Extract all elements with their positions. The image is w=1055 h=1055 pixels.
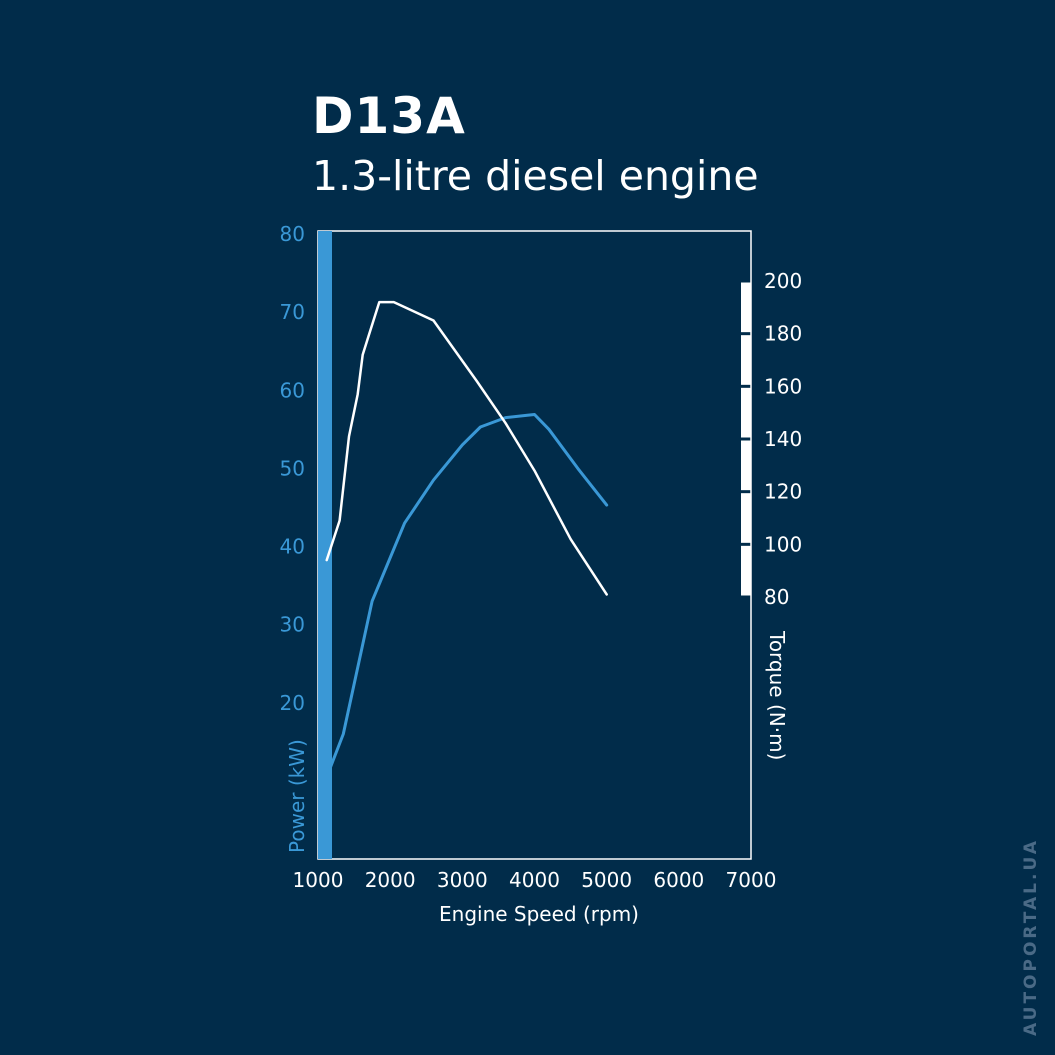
power-curve	[323, 413, 609, 783]
torque-scale-segment	[741, 440, 751, 491]
chart-title: D13A	[312, 87, 466, 145]
power-tick-label: 20	[280, 691, 305, 715]
torque-curve	[325, 300, 608, 596]
torque-tick-label: 100	[764, 532, 802, 556]
power-tick-label: 80	[280, 222, 305, 246]
torque-tick-label: 180	[764, 322, 802, 346]
plot-frame	[317, 230, 752, 860]
left-axis-label: Power (kW)	[285, 739, 309, 853]
rpm-tick-labels: 1000 2000 3000 4000 5000 6000 7000	[293, 868, 777, 892]
torque-tick-label: 80	[764, 585, 789, 609]
torque-scale-segment	[741, 493, 751, 543]
right-axis-label: Torque (N·m)	[765, 630, 789, 760]
torque-scale-segment	[741, 545, 751, 596]
rpm-tick-label: 3000	[437, 868, 488, 892]
power-axis-bar	[318, 231, 332, 859]
chart-subtitle: 1.3-litre diesel engine	[312, 152, 759, 200]
rpm-tick-label: 6000	[653, 868, 704, 892]
torque-tick-labels: 80 100 120 140 160 180 200	[764, 269, 802, 609]
torque-tick-label: 120	[764, 480, 802, 504]
series-lines	[323, 300, 609, 783]
power-tick-label: 70	[280, 300, 305, 324]
power-tick-label: 50	[280, 456, 305, 480]
power-tick-label: 30	[280, 613, 305, 637]
rpm-tick-label: 2000	[365, 868, 416, 892]
power-tick-labels: 20 30 40 50 60 70 80	[280, 222, 305, 715]
torque-scale-segment	[741, 335, 751, 385]
torque-tick-label: 160	[764, 374, 802, 398]
torque-scale-segment	[741, 387, 751, 438]
torque-tick-label: 140	[764, 427, 802, 451]
rpm-tick-label: 5000	[581, 868, 632, 892]
power-tick-label: 40	[280, 535, 305, 559]
torque-axis-scale	[741, 282, 751, 596]
power-tick-label: 60	[280, 378, 305, 402]
torque-scale-segment	[741, 282, 751, 333]
watermark-text: AUTOPORTAL.UA	[1021, 838, 1041, 1036]
rpm-tick-label: 4000	[509, 868, 560, 892]
torque-tick-label: 200	[764, 269, 802, 293]
x-axis-label: Engine Speed (rpm)	[439, 902, 639, 926]
rpm-tick-label: 1000	[293, 868, 344, 892]
rpm-tick-label: 7000	[726, 868, 777, 892]
